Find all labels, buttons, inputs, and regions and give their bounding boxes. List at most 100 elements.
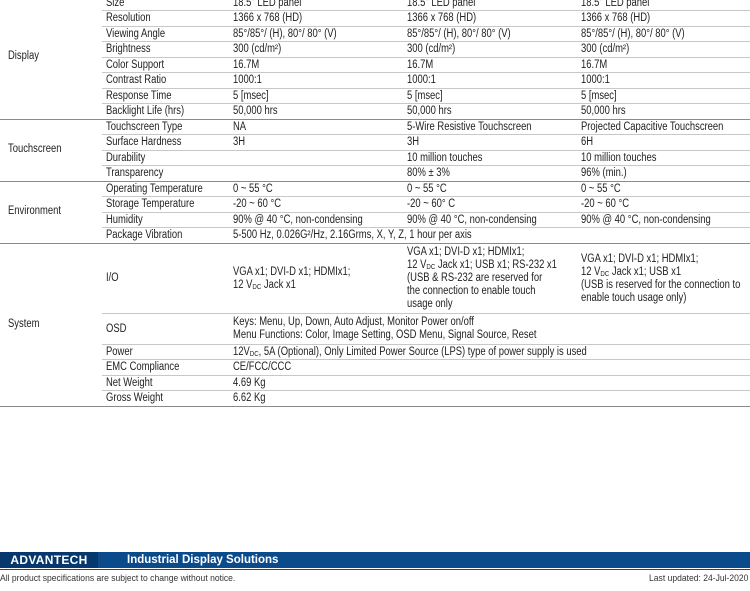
value-line: Keys: Menu, Up, Down, Auto Adjust, Monit… <box>233 316 474 328</box>
text-part: 12V <box>233 345 250 358</box>
group-divider <box>0 242 750 244</box>
spec-value: 10 million touches <box>581 151 657 164</box>
spec-value: 0 ~ 55 °C <box>407 182 447 195</box>
spec-value: VGA x1; DVI-D x1; HDMIx1; 12 VDC Jack x1;… <box>407 246 557 311</box>
value-line: Menu Functions: Color, Image Setting, OS… <box>233 329 537 341</box>
spec-value: 6H <box>581 136 594 149</box>
row-divider <box>102 211 750 213</box>
spec-value: 1000:1 <box>407 74 436 87</box>
spec-value: 0 ~ 55 °C <box>233 182 273 195</box>
group-label: Environment <box>8 205 61 217</box>
spec-value: 5 [msec] <box>407 89 443 102</box>
spec-value: -20 ~ 60 °C <box>581 198 630 211</box>
spec-value: 80% ± 3% <box>407 167 450 180</box>
spec-value: 10 million touches <box>407 151 483 164</box>
spec-value: 16.7M <box>581 58 608 71</box>
row-divider <box>102 196 750 197</box>
spec-label: Viewing Angle <box>106 27 166 40</box>
value-line: the connection to enable touch <box>407 285 536 297</box>
spec-value: Keys: Menu, Up, Down, Auto Adjust, Monit… <box>233 316 536 342</box>
row-divider <box>102 149 750 151</box>
footer-title: Industrial Display Solutions <box>127 554 279 566</box>
text-part: , 5A (Optional), Only Limited Power Sour… <box>258 345 587 358</box>
spec-value: 96% (min.) <box>581 167 627 180</box>
spec-value: 3H <box>233 136 246 149</box>
spec-value: VGA x1; DVI-D x1; HDMIx1; 12 VDC Jack x1;… <box>581 253 740 305</box>
spec-value: 300 (cd/m²) <box>407 43 456 56</box>
group-divider <box>0 180 750 182</box>
footer-line <box>0 569 750 570</box>
value-line: VGA x1; DVI-D x1; HDMIx1; <box>581 252 699 265</box>
spec-value: 1366 x 768 (HD) <box>581 12 651 25</box>
subscript: DC <box>252 281 262 291</box>
spec-value: 90% @ 40 °C, non-condensing <box>233 213 363 226</box>
spec-value: 12VDC, 5A (Optional), Only Limited Power… <box>233 346 587 359</box>
text-part: 12 V <box>233 278 253 291</box>
spec-label: Operating Temperature <box>106 182 203 195</box>
spec-label: Surface Hardness <box>106 136 182 149</box>
row-divider <box>102 343 750 345</box>
spec-value: 1000:1 <box>233 74 262 87</box>
spec-value: 18.5" LED panel <box>233 0 302 9</box>
spec-value: 6.62 Kg <box>233 392 266 405</box>
row-divider <box>102 359 750 360</box>
row-divider <box>102 25 750 27</box>
spec-label: Storage Temperature <box>106 198 195 211</box>
spec-value: 50,000 hrs <box>233 105 278 118</box>
spec-value: 5 [msec] <box>233 89 269 102</box>
spec-label: Gross Weight <box>106 392 163 405</box>
spec-value: 85°/85°/ (H), 80°/ 80° (V) <box>233 27 337 40</box>
subscript: DC <box>600 268 610 278</box>
group-label: System <box>8 317 40 330</box>
row-divider <box>102 165 750 166</box>
spec-value: 50,000 hrs <box>407 105 452 118</box>
text-part: Jack x1; USB x1; RS-232 x1 <box>435 259 557 271</box>
subscript: DC <box>426 262 436 271</box>
spec-value: -20 ~ 60° C <box>407 198 456 211</box>
spec-value: 300 (cd/m²) <box>233 43 282 56</box>
spec-value: 1366 x 768 (HD) <box>407 12 477 25</box>
spec-value: 90% @ 40 °C, non-condensing <box>581 213 711 226</box>
row-divider <box>102 103 750 104</box>
spec-label: Resolution <box>106 12 151 25</box>
row-divider <box>102 227 750 228</box>
spec-value: 5-Wire Resistive Touchscreen <box>407 120 532 133</box>
value-line: (USB & RS-232 are reserved for <box>407 272 543 284</box>
spec-label: Power <box>106 345 133 358</box>
spec-label: Package Vibration <box>106 229 183 242</box>
spec-label: Brightness <box>106 43 151 56</box>
spec-value: NA <box>233 120 247 133</box>
group-divider <box>0 405 750 407</box>
row-divider <box>102 72 750 73</box>
spec-table: Size 18.5" LED panel 18.5" LED panel 18.5" … <box>0 0 750 407</box>
row-divider <box>102 10 750 11</box>
logo: ADVANTECH <box>0 552 98 568</box>
footer-bar <box>0 552 750 568</box>
spec-value: 16.7M <box>407 58 434 71</box>
spec-value: 1366 x 768 (HD) <box>233 12 303 25</box>
spec-label: OSD <box>106 322 127 335</box>
spec-value: Projected Capacitive Touchscreen <box>581 120 724 133</box>
row-divider <box>102 374 750 376</box>
row-divider <box>102 56 750 58</box>
spec-label: Backlight Life (hrs) <box>106 105 185 118</box>
spec-value: 16.7M <box>233 58 260 71</box>
spec-value: 85°/85°/ (H), 80°/ 80° (V) <box>407 27 511 40</box>
subscript: DC <box>249 348 259 358</box>
spec-label: I/O <box>106 272 119 284</box>
spec-value: -20 ~ 60 °C <box>233 198 282 211</box>
spec-value: CE/FCC/CCC <box>233 361 292 374</box>
spec-label: Response Time <box>106 89 172 102</box>
text-part: 12 V <box>407 259 427 271</box>
value-line: VGA x1; DVI-D x1; HDMIx1; <box>407 246 525 258</box>
value-line: 12 VDC Jack x1 <box>233 279 350 292</box>
value-line: (USB is reserved for the connection to <box>581 278 741 291</box>
spec-value: 18.5" LED panel <box>581 0 650 9</box>
value-line: 12 VDC Jack x1; USB x1 <box>581 266 740 279</box>
spec-label: Touchscreen Type <box>106 120 183 133</box>
spec-label: EMC Compliance <box>106 361 180 374</box>
spec-label: Humidity <box>106 213 143 226</box>
last-updated: Last updated: 24-Jul-2020 <box>648 573 748 584</box>
spec-value: 3H <box>407 136 420 149</box>
